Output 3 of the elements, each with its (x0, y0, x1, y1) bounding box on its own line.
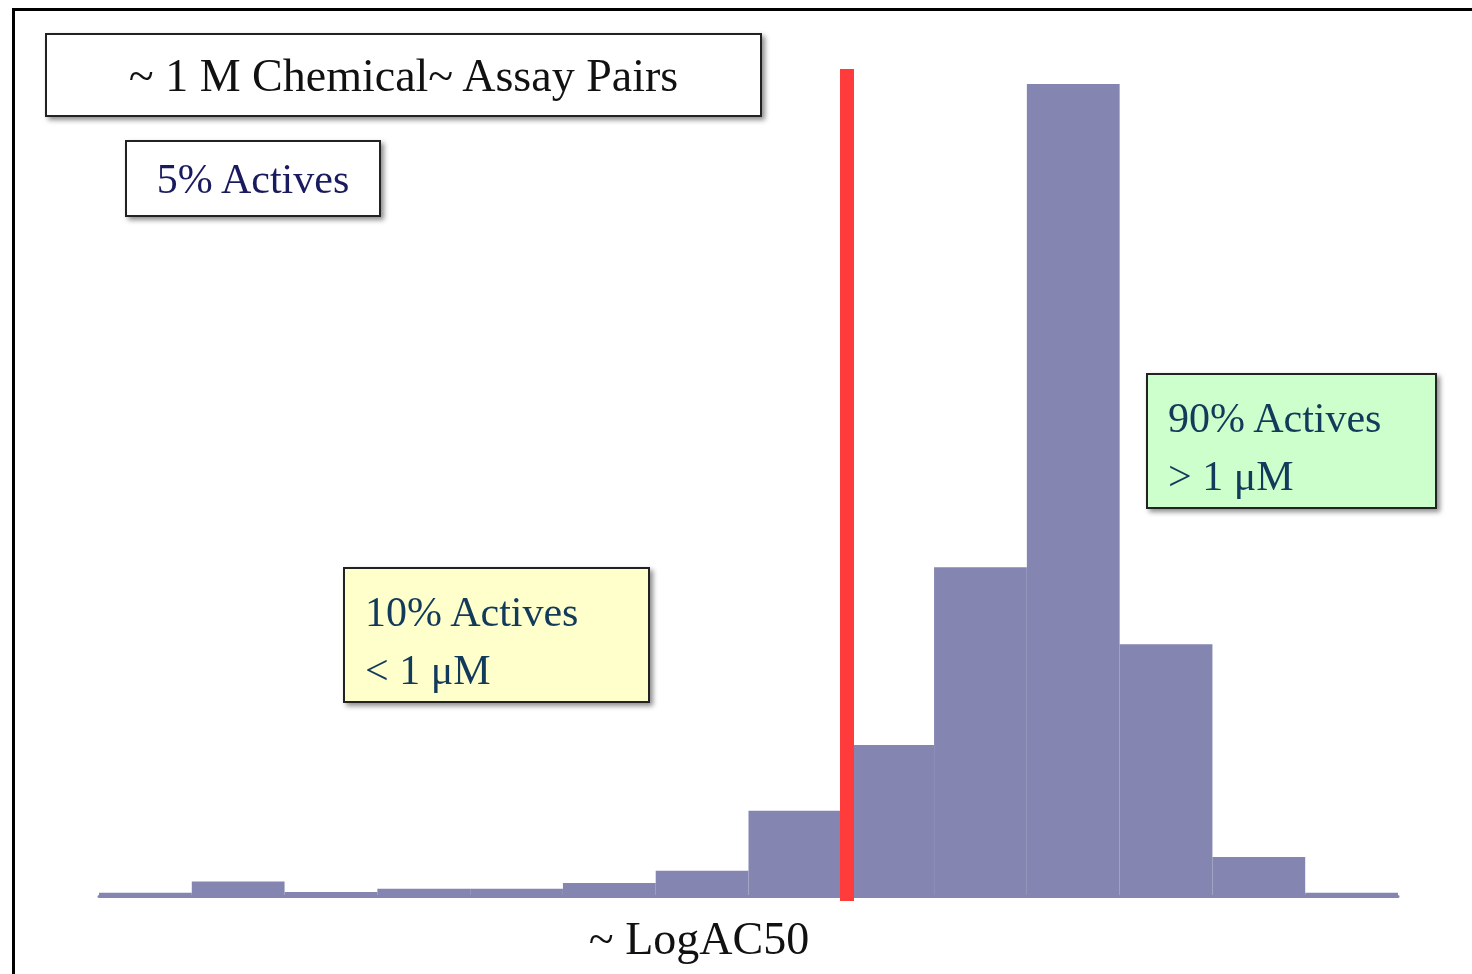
annotation: 10% Actives < 1 μM (343, 567, 650, 703)
annotation: 90% Actives > 1 μM (1146, 373, 1437, 509)
x-axis-title: ~ LogAC50 (588, 913, 810, 964)
